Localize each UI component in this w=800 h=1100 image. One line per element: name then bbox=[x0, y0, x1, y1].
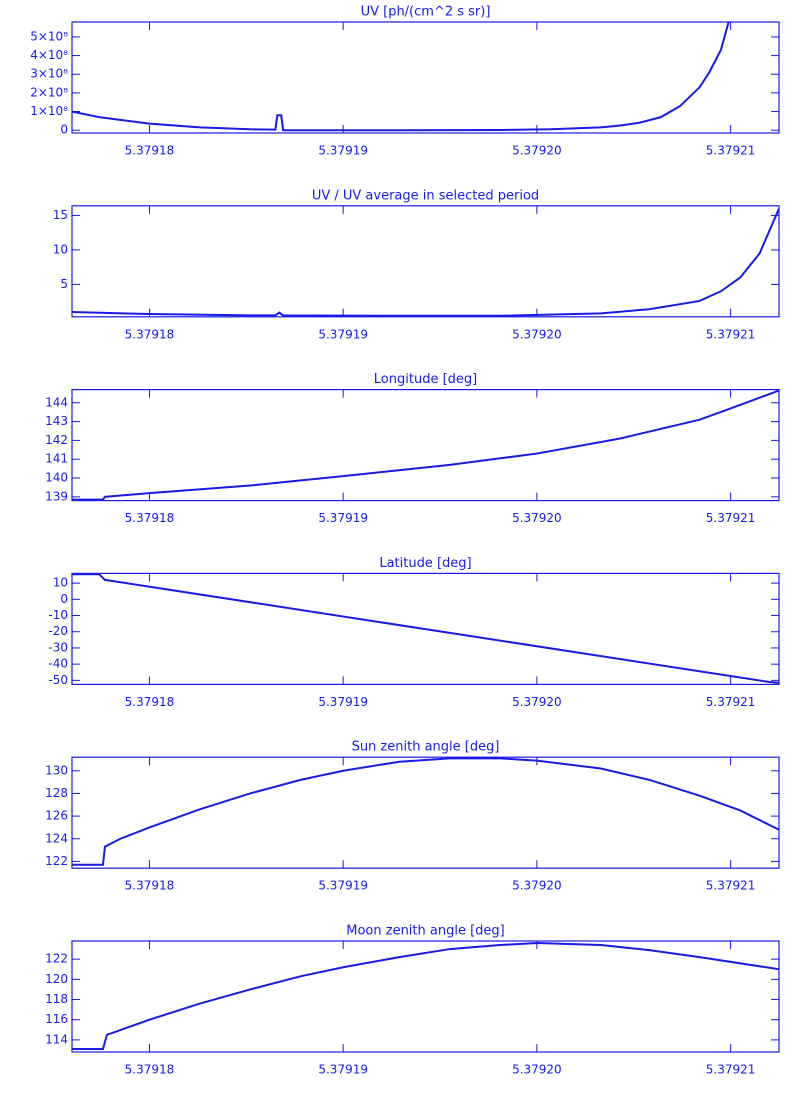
x-tick-label: 5.37918 bbox=[125, 144, 175, 158]
x-tick-label: 5.37919 bbox=[318, 511, 368, 525]
y-tick-label: 2×10⁸ bbox=[30, 85, 68, 99]
y-tick-label: 143 bbox=[45, 414, 68, 428]
y-tick-label: 10 bbox=[53, 242, 68, 256]
plot-frame bbox=[71, 21, 780, 134]
plot-frame bbox=[71, 756, 780, 869]
x-tick-label: 5.37918 bbox=[125, 695, 175, 709]
x-tick-label: 5.37918 bbox=[125, 879, 175, 893]
data-line bbox=[72, 942, 779, 1050]
x-tick-label: 5.37921 bbox=[706, 695, 756, 709]
y-tick-label: 140 bbox=[45, 471, 68, 485]
plot-frame bbox=[71, 389, 780, 502]
y-tick-label: 3×10⁸ bbox=[30, 67, 68, 81]
x-tick-label: 5.37919 bbox=[318, 327, 368, 341]
y-tick-label: 130 bbox=[45, 763, 68, 777]
y-tick-label: 116 bbox=[45, 1012, 68, 1026]
y-tick-label: 122 bbox=[45, 952, 68, 966]
x-tick-label: 5.37921 bbox=[706, 144, 756, 158]
x-tick-label: 5.37919 bbox=[318, 879, 368, 893]
y-tick-label: -50 bbox=[48, 673, 68, 687]
x-tick-label: 5.37921 bbox=[706, 879, 756, 893]
y-tick-label: 126 bbox=[45, 809, 68, 823]
x-tick-label: 5.37921 bbox=[706, 511, 756, 525]
x-tick-label: 5.37919 bbox=[318, 1063, 368, 1077]
plot-frame bbox=[71, 205, 780, 318]
data-line bbox=[72, 389, 779, 501]
y-tick-label: 15 bbox=[53, 208, 68, 222]
x-tick-label: 5.37921 bbox=[706, 327, 756, 341]
y-tick-label: 139 bbox=[45, 489, 68, 503]
x-tick-label: 5.37920 bbox=[512, 1063, 562, 1077]
y-tick-label: 141 bbox=[45, 452, 68, 466]
y-tick-label: 128 bbox=[45, 786, 68, 800]
plot-frame bbox=[71, 940, 780, 1053]
y-tick-label: 4×10⁸ bbox=[30, 48, 68, 62]
y-tick-label: 120 bbox=[45, 972, 68, 986]
panel-title: UV / UV average in selected period bbox=[312, 188, 539, 203]
x-tick-label: 5.37919 bbox=[318, 695, 368, 709]
x-tick-label: 5.37920 bbox=[512, 695, 562, 709]
panel-title: Longitude [deg] bbox=[374, 372, 477, 387]
y-tick-label: -10 bbox=[48, 608, 68, 622]
x-tick-label: 5.37920 bbox=[512, 879, 562, 893]
y-tick-label: 5 bbox=[60, 277, 68, 291]
x-tick-label: 5.37921 bbox=[706, 1063, 756, 1077]
y-tick-label: 0 bbox=[60, 592, 68, 606]
plot-frame bbox=[71, 572, 780, 686]
x-tick-label: 5.37920 bbox=[512, 144, 562, 158]
panel-title: Sun zenith angle [deg] bbox=[352, 740, 500, 755]
y-tick-label: 0 bbox=[60, 123, 68, 137]
panel-title: UV [ph/(cm^2 s sr)] bbox=[361, 5, 491, 20]
y-tick-label: 124 bbox=[45, 831, 68, 845]
y-tick-label: 122 bbox=[45, 854, 68, 868]
data-line bbox=[72, 22, 730, 132]
data-line bbox=[72, 757, 779, 866]
y-tick-label: 5×10⁸ bbox=[30, 29, 68, 43]
x-tick-label: 5.37920 bbox=[512, 327, 562, 341]
panel-title: Latitude [deg] bbox=[379, 556, 471, 571]
panel-title: Moon zenith angle [deg] bbox=[346, 924, 504, 939]
y-tick-label: 144 bbox=[45, 395, 68, 409]
x-tick-label: 5.37920 bbox=[512, 511, 562, 525]
y-tick-label: -20 bbox=[48, 624, 68, 638]
y-tick-label: 118 bbox=[45, 992, 68, 1006]
y-tick-label: -40 bbox=[48, 657, 68, 671]
x-tick-label: 5.37918 bbox=[125, 511, 175, 525]
y-tick-label: 10 bbox=[53, 576, 68, 590]
x-tick-label: 5.37918 bbox=[125, 1063, 175, 1077]
y-tick-label: 114 bbox=[45, 1032, 68, 1046]
data-line bbox=[72, 208, 779, 317]
y-tick-label: -30 bbox=[48, 640, 68, 654]
x-tick-label: 5.37918 bbox=[125, 327, 175, 341]
y-tick-label: 1×10⁸ bbox=[30, 104, 68, 118]
data-line bbox=[72, 573, 779, 684]
x-tick-label: 5.37919 bbox=[318, 144, 368, 158]
y-tick-label: 142 bbox=[45, 433, 68, 447]
